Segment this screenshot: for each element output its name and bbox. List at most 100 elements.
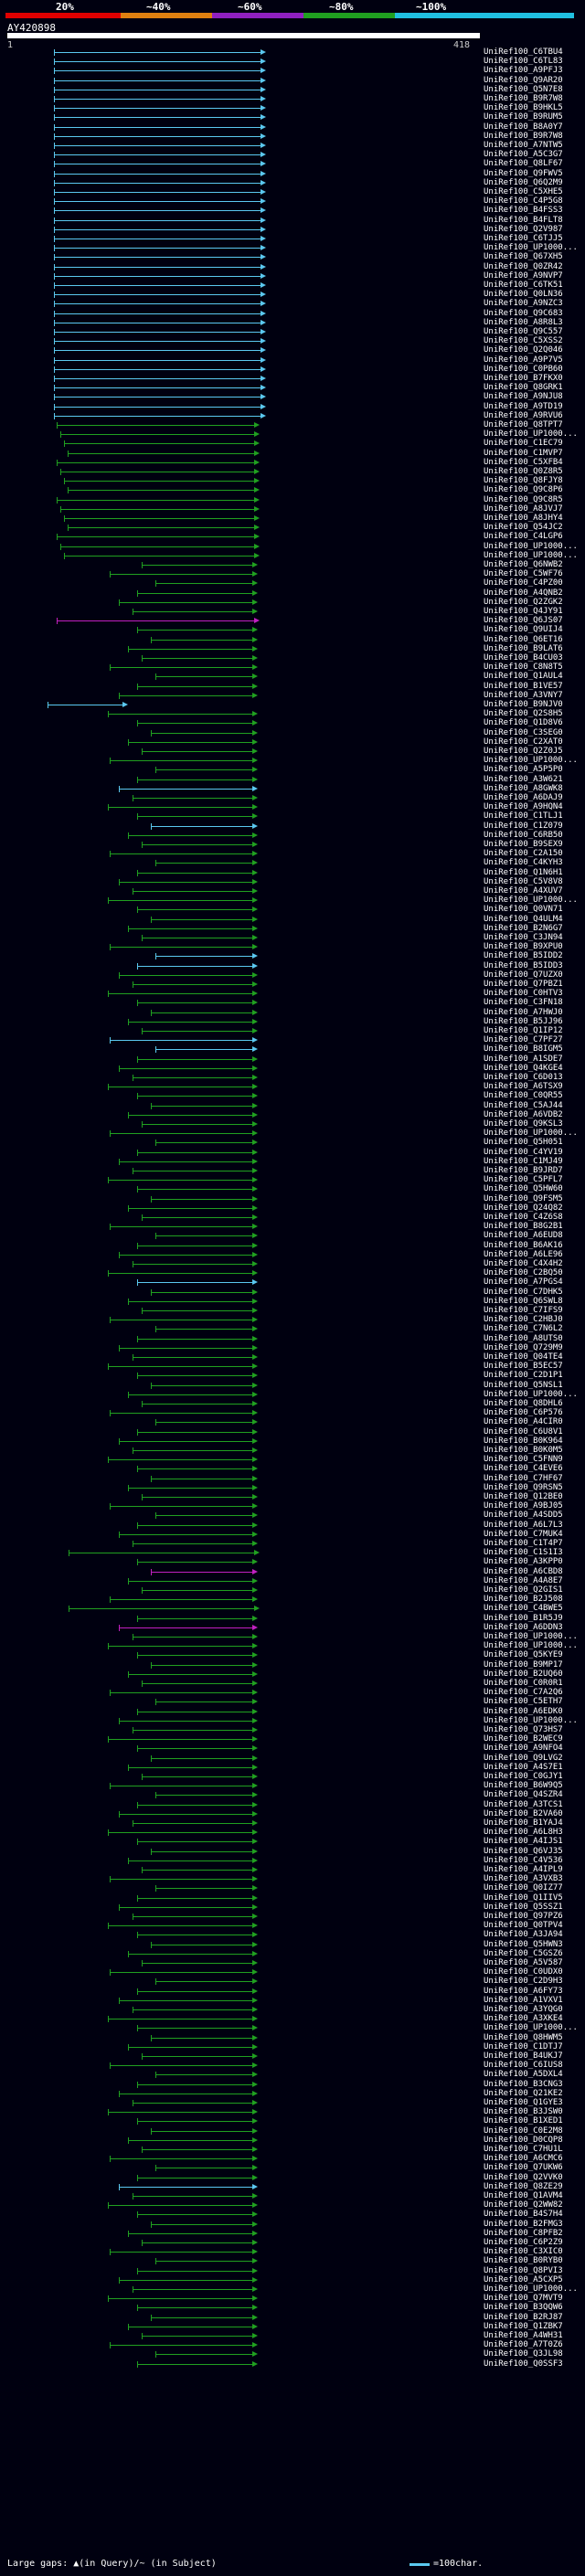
hit-label-link[interactable]: UniRef100_A4XUV7 [484, 886, 563, 896]
hit-label-link[interactable]: UniRef100_C6TK51 [484, 281, 563, 290]
hit-alignment-bar[interactable] [137, 779, 252, 780]
hit-alignment-bar[interactable] [155, 1888, 252, 1890]
hit-alignment-bar[interactable] [142, 1590, 252, 1591]
hit-alignment-bar[interactable] [142, 1031, 252, 1032]
hit-alignment-bar[interactable] [128, 2139, 252, 2141]
hit-alignment-bar[interactable] [54, 182, 261, 184]
hit-label-link[interactable]: UniRef100_C5PFL7 [484, 1175, 563, 1185]
hit-alignment-bar[interactable] [110, 760, 252, 762]
hit-alignment-bar[interactable] [137, 909, 252, 911]
hit-label-link[interactable]: UniRef100_B9R7W8 [484, 94, 563, 103]
hit-alignment-bar[interactable] [128, 1673, 252, 1675]
hit-alignment-bar[interactable] [128, 1953, 252, 1955]
hit-label-link[interactable]: UniRef100_A6DDN3 [484, 1622, 563, 1632]
hit-label-link[interactable]: UniRef100_B9SEX9 [484, 840, 563, 849]
hit-alignment-bar[interactable] [54, 313, 261, 314]
hit-label-link[interactable]: UniRef100_C6IUS8 [484, 2061, 563, 2071]
hit-label-link[interactable]: UniRef100_A3KPP0 [484, 1557, 563, 1567]
hit-label-link[interactable]: UniRef100_C2D9H3 [484, 1977, 563, 1987]
hit-label-link[interactable]: UniRef100_B9HKL5 [484, 103, 563, 113]
hit-label-link[interactable]: UniRef100_A5V587 [484, 1958, 563, 1967]
hit-alignment-bar[interactable] [155, 1701, 252, 1703]
hit-alignment-bar[interactable] [155, 1329, 252, 1330]
hit-label-link[interactable]: UniRef100_C6P2Z9 [484, 2238, 563, 2247]
hit-alignment-bar[interactable] [119, 601, 252, 603]
hit-label-link[interactable]: UniRef100_B2WEC9 [484, 1734, 563, 1744]
hit-alignment-bar[interactable] [151, 1757, 252, 1759]
hit-label-link[interactable]: UniRef100_A5DXL4 [484, 2070, 563, 2080]
hit-alignment-bar[interactable] [54, 303, 261, 305]
hit-label-link[interactable]: UniRef100_A8JHY4 [484, 514, 563, 523]
hit-alignment-bar[interactable] [108, 1925, 252, 1927]
hit-alignment-bar[interactable] [128, 1487, 252, 1489]
hit-label-link[interactable]: UniRef100_C6TBU4 [484, 48, 563, 57]
hit-label-link[interactable]: UniRef100_Q6NWB2 [484, 560, 563, 569]
hit-alignment-bar[interactable] [57, 499, 254, 501]
hit-label-link[interactable]: UniRef100_A4WH31 [484, 2331, 563, 2340]
hit-alignment-bar[interactable] [54, 350, 261, 352]
hit-alignment-bar[interactable] [64, 555, 254, 557]
hit-alignment-bar[interactable] [57, 536, 254, 538]
hit-label-link[interactable]: UniRef100_C8N8T5 [484, 663, 563, 673]
hit-label-link[interactable]: UniRef100_A4IPL9 [484, 1865, 563, 1874]
hit-label-link[interactable]: UniRef100_Q2VVK0 [484, 2172, 563, 2182]
hit-alignment-bar[interactable] [151, 1105, 252, 1107]
hit-label-link[interactable]: UniRef100_C5WF76 [484, 569, 563, 579]
hit-label-link[interactable]: UniRef100_A3TCS1 [484, 1799, 563, 1809]
hit-label-link[interactable]: UniRef100_B0K0M5 [484, 1446, 563, 1455]
hit-label-link[interactable]: UniRef100_Q9FSM5 [484, 1193, 563, 1203]
hit-alignment-bar[interactable] [110, 947, 252, 949]
hit-alignment-bar[interactable] [128, 648, 252, 650]
hit-alignment-bar[interactable] [137, 630, 252, 631]
hit-label-link[interactable]: UniRef100_Q0TPV4 [484, 1921, 563, 1931]
hit-label-link[interactable]: UniRef100_B1VE57 [484, 681, 563, 691]
hit-label-link[interactable]: UniRef100_B6AK16 [484, 1240, 563, 1250]
hit-label-link[interactable]: UniRef100_C7N6L2 [484, 1324, 563, 1334]
hit-label-link[interactable]: UniRef100_A9NFO4 [484, 1744, 563, 1754]
hit-label-link[interactable]: UniRef100_B9JRD7 [484, 1166, 563, 1175]
hit-label-link[interactable]: UniRef100_Q12BE0 [484, 1492, 563, 1501]
hit-label-link[interactable]: UniRef100_B7FKX0 [484, 374, 563, 383]
hit-alignment-bar[interactable] [155, 1235, 252, 1237]
hit-label-link[interactable]: UniRef100_C0UDX0 [484, 1967, 563, 1977]
hit-alignment-bar[interactable] [133, 1730, 252, 1731]
hit-alignment-bar[interactable] [119, 788, 252, 790]
hit-label-link[interactable]: UniRef100_Q67XH5 [484, 252, 563, 262]
hit-label-link[interactable]: UniRef100_Q7PBZ1 [484, 980, 563, 989]
hit-alignment-bar[interactable] [108, 714, 252, 716]
hit-alignment-bar[interactable] [68, 490, 254, 492]
hit-label-link[interactable]: UniRef100_A7T0Z6 [484, 2340, 563, 2350]
hit-label-link[interactable]: UniRef100_Q9LVG2 [484, 1753, 563, 1763]
hit-alignment-bar[interactable] [119, 1999, 252, 2001]
hit-label-link[interactable]: UniRef100_A6L8H3 [484, 1828, 563, 1838]
hit-alignment-bar[interactable] [137, 2307, 252, 2309]
hit-label-link[interactable]: UniRef100_B1YAJ4 [484, 1818, 563, 1828]
hit-alignment-bar[interactable] [142, 1310, 252, 1311]
hit-label-link[interactable]: UniRef100_C2BQ50 [484, 1268, 563, 1278]
hit-alignment-bar[interactable] [110, 1506, 252, 1508]
hit-alignment-bar[interactable] [137, 1151, 252, 1153]
hit-alignment-bar[interactable] [108, 1366, 252, 1368]
hit-label-link[interactable]: UniRef100_C4X4H2 [484, 1259, 563, 1268]
hit-label-link[interactable]: UniRef100_Q1AUL4 [484, 672, 563, 682]
hit-alignment-bar[interactable] [128, 1207, 252, 1209]
hit-label-link[interactable]: UniRef100_C6RB50 [484, 830, 563, 840]
hit-label-link[interactable]: UniRef100_A9NVP7 [484, 270, 563, 281]
hit-alignment-bar[interactable] [142, 1683, 252, 1684]
hit-label-link[interactable]: UniRef100_C1DTJ7 [484, 2041, 563, 2051]
hit-alignment-bar[interactable] [119, 1161, 252, 1162]
hit-alignment-bar[interactable] [54, 341, 261, 343]
hit-label-link[interactable]: UniRef100_Q04TE4 [484, 1352, 563, 1362]
hit-alignment-bar[interactable] [108, 1273, 252, 1275]
hit-alignment-bar[interactable] [133, 2289, 252, 2290]
hit-label-link[interactable]: UniRef100_Q0SSF3 [484, 2359, 563, 2369]
hit-label-link[interactable]: UniRef100_C7MUK4 [484, 1529, 563, 1539]
hit-label-link[interactable]: UniRef100_C4Z6S8 [484, 1213, 563, 1222]
hit-alignment-bar[interactable] [128, 1300, 252, 1302]
hit-alignment-bar[interactable] [54, 359, 261, 361]
hit-alignment-bar[interactable] [155, 676, 252, 678]
hit-alignment-bar[interactable] [110, 1226, 252, 1228]
hit-alignment-bar[interactable] [64, 443, 254, 445]
hit-alignment-bar[interactable] [57, 425, 254, 426]
hit-alignment-bar[interactable] [119, 974, 252, 976]
